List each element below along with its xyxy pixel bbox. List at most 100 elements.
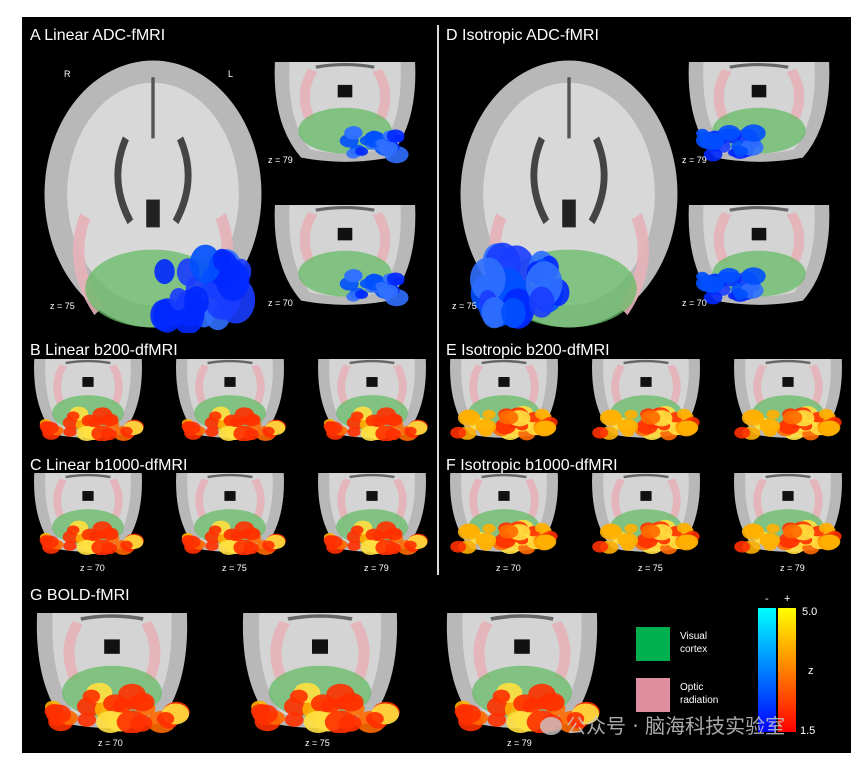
activation-cluster [782,410,803,425]
panel-d-title: D Isotropic ADC-fMRI [446,27,599,44]
activation-cluster [744,523,763,537]
brain-slice-f-3 [732,473,844,555]
z-label: z = 79 [780,563,805,573]
activation-cluster [718,125,741,141]
activation-cluster [534,522,550,534]
activation-cluster [759,532,781,548]
activation-cluster [734,426,751,439]
activation-cluster [355,146,369,157]
colorbar-max: 5.0 [802,606,818,618]
visual-cortex-label: Visual cortex [680,631,708,655]
optic-radiation [337,478,407,519]
brain-slice-g-z75 [240,613,400,733]
optic-radiation [753,478,823,519]
colorbar-pos-sign: + [784,593,791,605]
activation-cluster [766,523,780,534]
activation-cluster [703,291,723,305]
activation-cluster [181,535,196,546]
activation-cluster [262,426,275,436]
activation-cluster [386,272,405,286]
z-label: z = 70 [80,563,105,573]
activation-cluster [718,268,741,284]
activation-cluster [189,244,222,283]
optic-radiation [713,211,805,264]
activation-cluster [676,408,692,420]
activation-cluster [377,141,399,156]
optic-radiation [195,478,265,519]
z-label: z = 70 [496,563,521,573]
brain-slice-g-z70 [34,613,190,733]
activation-cluster [39,535,54,546]
activation-cluster [156,712,175,726]
brain-slice-a-z75 [40,55,266,333]
activation-cluster [700,275,725,293]
brain-slice-a-z70 [272,205,418,309]
optic-radiation [753,364,823,405]
activation-cluster [592,540,609,553]
activation-cluster [120,540,133,550]
activation-cluster [262,540,275,550]
activation-cluster [470,257,506,302]
optic-radiation [469,364,539,405]
activation-cluster [404,426,417,436]
colorbar-min: 1.5 [800,725,816,737]
activation-cluster [91,539,114,555]
activation-cluster [617,532,639,548]
brain-slice-c-3 [316,473,428,555]
colorbar-unit: z [808,665,814,677]
activation-cluster [475,418,497,434]
activation-cluster [365,712,384,726]
activation-cluster [375,425,398,441]
panel-a-title: A Linear ADC-fMRI [30,27,166,44]
activation-cluster [82,689,101,704]
visual-cortex-swatch [636,627,670,661]
z-label: z = 79 [682,155,707,165]
activation-cluster [376,521,397,536]
activation-cluster [234,407,255,422]
optic-radiation-label: Optic radiation [680,682,719,706]
activation-cluster [818,408,834,420]
brain-slice-e-3 [732,359,844,441]
activation-cluster [766,409,780,420]
activation-cluster [39,421,54,432]
optic-radiation [611,364,681,405]
activation-cluster [66,411,80,421]
z-label: z = 70 [682,298,707,308]
activation-cluster [359,135,374,146]
activation-cluster [326,683,355,705]
activation-cluster [63,427,77,437]
activation-cluster [181,421,196,432]
activation-cluster [344,269,363,283]
panel-g-title: G BOLD-fMRI [30,587,130,604]
activation-cluster [350,411,364,421]
activation-cluster [492,689,511,704]
activation-cluster [386,129,405,143]
activation-cluster [376,407,397,422]
activation-cluster [528,683,556,705]
activation-cluster [347,541,361,551]
brain-slice-b-3 [316,359,428,441]
colorbar-negative [758,608,776,732]
activation-cluster [323,535,338,546]
activation-cluster [92,521,113,536]
watermark: 公众号 · 脑海科技实验室 [540,710,785,739]
activation-cluster [350,525,364,535]
brain-slice-e-2 [590,359,702,441]
activation-cluster [77,712,97,727]
activation-cluster [355,289,369,300]
activation-cluster [450,426,467,439]
brain-slice-b-1 [32,359,144,441]
activation-cluster [501,297,526,328]
activation-cluster [218,425,240,441]
optic-radiation [63,620,161,681]
activation-cluster [120,426,133,436]
optic-radiation [53,364,123,405]
brain-slice-g-z79 [444,613,600,733]
activation-cluster [76,425,98,441]
brain-slice-c-1 [32,473,144,555]
z-label: z = 79 [507,738,532,748]
activation-cluster [675,534,698,551]
panel-e-title: E Isotropic b200-dfMRI [446,342,610,359]
colorbar-positive [778,608,796,732]
activation-cluster [759,418,781,434]
